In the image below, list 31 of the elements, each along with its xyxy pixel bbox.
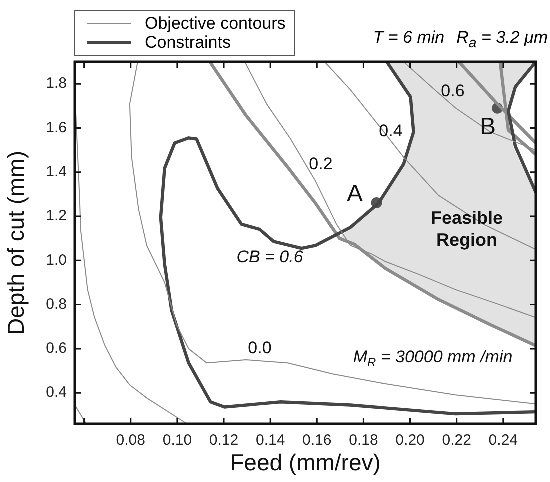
- x-tick-label: 0.08: [116, 432, 146, 450]
- legend-label: Objective contours: [145, 14, 286, 33]
- annotation: B: [480, 114, 496, 141]
- annotation: A: [346, 180, 364, 208]
- x-tick-label: 0.22: [442, 432, 472, 450]
- y-tick-label: 1.8: [46, 75, 67, 92]
- annotation: Feasible Region: [430, 208, 504, 250]
- legend-label: Constraints: [145, 33, 231, 52]
- x-tick-label: 0.10: [162, 432, 192, 450]
- x-tick-label: 0.24: [488, 432, 518, 450]
- annotation: 0.2: [309, 154, 333, 174]
- y-tick-label: 0.6: [46, 340, 67, 358]
- y-tick-label: 1.6: [46, 119, 67, 136]
- annotation: 0.4: [379, 122, 403, 141]
- x-tick-label: 0.12: [209, 432, 239, 450]
- x-tick-label: 0.16: [302, 432, 332, 450]
- annotation: CB = 0.6: [236, 248, 304, 267]
- x-tick-label: 0.14: [256, 432, 286, 450]
- y-tick-label: 1.2: [46, 208, 67, 225]
- x-tick-label: 0.18: [349, 432, 378, 450]
- y-tick-label: 0.4: [46, 384, 67, 402]
- y-tick-label: 0.8: [46, 296, 67, 313]
- x-tick-label: 0.20: [396, 432, 425, 450]
- annotation: 0.0: [248, 338, 272, 358]
- text: T = 6 min: [373, 28, 445, 49]
- annotation: 0.6: [441, 82, 465, 101]
- y-axis-title: Depth of cut (mm): [3, 150, 30, 336]
- text: R$_{a}$ = 3.2 μm: [456, 28, 548, 52]
- x-axis-title: Feed (mm/rev): [230, 450, 381, 476]
- y-tick-label: 1.4: [46, 164, 67, 181]
- y-tick-label: 1.0: [46, 252, 67, 269]
